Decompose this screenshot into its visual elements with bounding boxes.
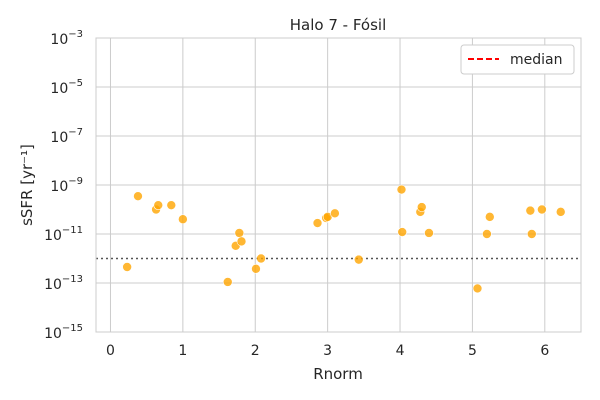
legend: median [460,44,575,75]
x-tick-label: 5 [468,343,477,359]
scatter-point [234,228,245,238]
y-tick-label: 10−9 [50,176,83,195]
x-tick-label: 1 [178,343,187,359]
x-tick-label: 2 [251,343,260,359]
y-tick-label: 10−5 [50,78,83,97]
scatter-point [424,228,434,238]
y-tick-label: 10−3 [50,29,83,48]
scatter-point [525,205,536,216]
scatter-point [397,227,408,237]
x-tick-label: 4 [396,343,405,359]
legend-median-label: median [510,52,562,68]
scatter-point [484,212,495,222]
scatter-point [555,207,566,217]
scatter-point [122,262,132,272]
scatter-point [537,204,547,215]
scatter-point [472,283,483,294]
data-points [122,184,566,294]
scatter-point [482,229,492,239]
scatter-point [353,254,364,265]
scatter-point [526,229,537,239]
y-tick-label: 10−15 [44,323,83,342]
y-tick-label: 10−13 [44,274,83,293]
scatter-point [330,208,340,219]
chart-title: Halo 7 - Fósil [290,16,387,34]
plot-frame [95,37,582,333]
scatter-point [222,277,233,287]
scatter-point [251,263,261,274]
legend-box [460,44,575,75]
x-axis-ticks: 0 1 2 3 4 5 6 [106,343,549,359]
scatter-point [166,200,177,210]
x-tick-label: 0 [106,343,115,359]
scatter-point [236,236,247,247]
y-axis-label: sSFR [yr⁻¹] [18,144,36,226]
x-axis-label: Rnorm [313,365,363,383]
scatter-point [153,200,164,210]
x-tick-label: 6 [540,343,549,359]
x-tick-label: 3 [323,343,332,359]
scatter-point [396,184,407,195]
scatter-point [416,202,427,212]
scatter-point [312,218,323,228]
scatter-point [256,253,266,264]
y-tick-label: 10−7 [50,127,83,146]
scatter-point [178,214,188,225]
y-tick-label: 10−11 [44,225,83,244]
y-axis-ticks: 10−15 10−13 10−11 10−9 10−7 10−5 10−3 [44,29,83,342]
scatter-point [133,191,143,201]
